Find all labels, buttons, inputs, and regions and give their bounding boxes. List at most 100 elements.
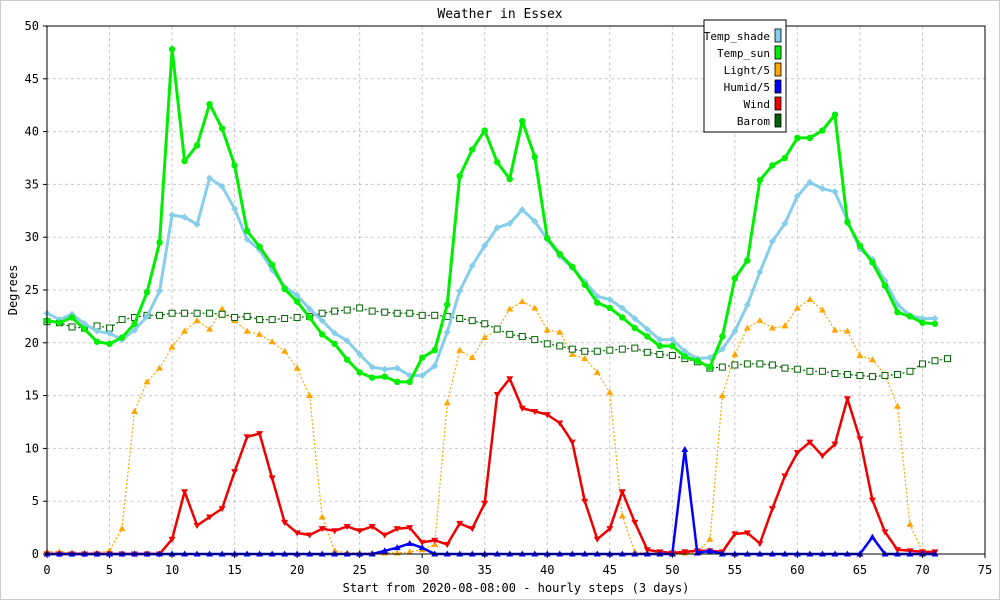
data-point-barom: [456, 315, 464, 323]
data-point-barom: [593, 347, 601, 355]
x-tick-label: 50: [665, 563, 679, 577]
data-point-wind: [743, 530, 751, 537]
data-point-wind: [356, 528, 364, 535]
data-point-temp-sun: [806, 134, 814, 142]
x-axis-title: Start from 2020-08-08:00 - hourly steps …: [343, 581, 690, 595]
legend-swatch: [774, 45, 782, 60]
data-point-temp-sun: [293, 298, 301, 305]
data-point-light-5: [768, 324, 776, 331]
data-point-barom: [718, 363, 726, 371]
data-point-temp-sun: [256, 243, 263, 250]
data-point-temp-sun: [719, 333, 726, 340]
data-point-wind: [181, 489, 189, 496]
data-point-temp-shade: [931, 315, 939, 323]
data-point-wind: [306, 532, 314, 539]
data-point-temp-sun: [506, 175, 513, 183]
data-point-barom: [731, 361, 739, 369]
data-point-barom: [381, 308, 389, 316]
data-point-temp-sun: [56, 319, 63, 326]
data-point-humid-5: [868, 533, 876, 540]
data-point-temp-sun: [794, 134, 801, 142]
data-point-wind: [831, 441, 839, 448]
data-point-barom: [231, 313, 239, 321]
x-tick-label: 25: [352, 563, 366, 577]
x-tick-label: 70: [915, 563, 929, 577]
data-point-temp-sun: [206, 100, 213, 108]
data-point-temp-shade: [231, 205, 239, 213]
y-tick-label: 35: [25, 177, 39, 191]
data-point-temp-shade: [306, 305, 314, 313]
data-point-barom: [743, 360, 751, 368]
data-point-temp-sun: [181, 157, 188, 165]
data-point-light-5: [706, 535, 714, 542]
data-point-temp-sun: [581, 281, 588, 288]
data-point-barom: [606, 346, 614, 354]
data-point-wind: [543, 412, 551, 419]
data-point-temp-shade: [681, 347, 689, 355]
data-point-light-5: [831, 326, 839, 333]
data-point-barom: [218, 310, 226, 318]
data-point-barom: [556, 342, 564, 350]
data-point-light-5: [506, 305, 514, 312]
data-point-light-5: [193, 317, 201, 324]
data-point-temp-sun: [356, 369, 363, 376]
data-point-humid-5: [418, 544, 426, 551]
data-point-light-5: [781, 322, 789, 329]
data-point-barom: [393, 309, 401, 317]
data-point-temp-sun: [456, 172, 463, 180]
data-point-barom: [356, 304, 364, 312]
data-point-temp-shade: [506, 219, 514, 227]
series-line-wind: [47, 377, 935, 556]
data-point-light-5: [731, 350, 739, 357]
data-point-barom: [793, 365, 801, 373]
data-point-wind: [631, 519, 639, 526]
data-point-temp-sun: [744, 257, 751, 264]
data-point-temp-sun: [381, 373, 388, 380]
data-point-humid-5: [681, 445, 689, 452]
data-point-wind: [318, 526, 326, 533]
x-tick-label: 30: [415, 563, 429, 577]
data-point-wind: [806, 439, 814, 446]
data-point-wind: [268, 475, 276, 482]
data-point-light-5: [518, 298, 526, 305]
data-point-temp-shade: [168, 211, 176, 219]
data-point-wind: [843, 396, 851, 403]
data-point-barom: [806, 367, 814, 375]
data-point-barom: [206, 309, 214, 317]
data-point-temp-sun: [318, 331, 326, 338]
data-point-temp-sun: [68, 314, 76, 321]
data-point-wind: [468, 526, 476, 533]
data-point-wind: [281, 519, 289, 526]
data-point-temp-sun: [243, 227, 251, 235]
data-point-light-5: [456, 346, 464, 353]
data-point-barom: [656, 350, 664, 358]
data-point-light-5: [443, 399, 451, 406]
data-point-humid-5: [381, 547, 389, 554]
data-point-temp-sun: [844, 219, 851, 226]
data-point-barom: [856, 372, 864, 380]
x-tick-label: 45: [603, 563, 617, 577]
data-point-temp-shade: [818, 185, 826, 193]
data-point-temp-sun: [481, 127, 488, 134]
data-point-barom: [368, 307, 376, 315]
data-point-light-5: [168, 343, 176, 350]
data-point-light-5: [556, 328, 564, 335]
data-point-wind: [456, 520, 464, 527]
data-point-barom: [818, 367, 826, 375]
data-point-temp-sun: [906, 313, 914, 320]
data-point-barom: [256, 316, 264, 324]
data-point-light-5: [181, 327, 189, 334]
data-point-light-5: [543, 326, 551, 333]
data-point-temp-sun: [494, 159, 501, 166]
legend: Temp_shade Temp_sun Light/5 Humid/5 Wind Baro…: [703, 19, 787, 133]
data-point-barom: [431, 311, 439, 319]
legend-box: [703, 19, 787, 133]
data-point-barom: [831, 369, 839, 377]
y-tick-label: 45: [25, 72, 39, 86]
data-point-temp-sun: [769, 162, 776, 169]
data-point-wind: [593, 536, 601, 543]
data-point-barom: [893, 370, 901, 378]
data-point-temp-shade: [718, 345, 726, 353]
data-point-light-5: [406, 548, 414, 555]
